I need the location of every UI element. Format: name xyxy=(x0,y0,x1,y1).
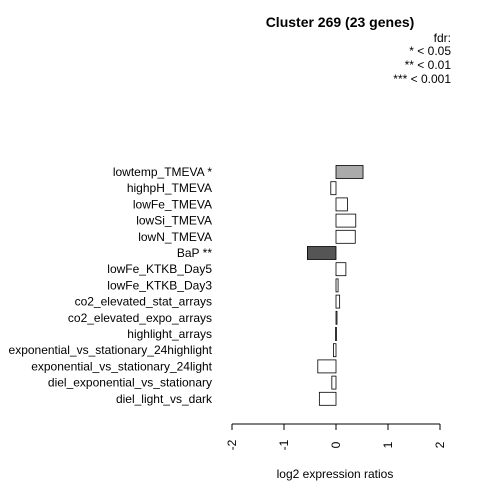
legend-entry-1: * < 0.05 xyxy=(409,44,451,58)
bar-6 xyxy=(335,262,347,277)
category-label-0: lowtemp_TMEVA * xyxy=(113,165,212,179)
bars-group xyxy=(306,165,364,406)
category-label-12: exponential_vs_stationary_24light xyxy=(31,359,212,373)
chart-title: Cluster 269 (23 genes) xyxy=(266,14,415,30)
bar-12 xyxy=(317,359,337,374)
category-label-11: exponential_vs_stationary_24highlight xyxy=(9,343,213,357)
category-label-1: highpH_TMEVA xyxy=(127,181,212,195)
x-tick-label-2: 0 xyxy=(329,441,343,448)
legend: fdr: * < 0.05 ** < 0.01 *** < 0.001 xyxy=(393,31,451,86)
x-tick-label-0: -2 xyxy=(225,439,239,450)
bar-4 xyxy=(335,229,356,244)
bar-14 xyxy=(318,391,337,406)
category-label-13: diel_exponential_vs_stationary xyxy=(48,376,212,390)
category-label-14: diel_light_vs_dark xyxy=(116,392,213,406)
category-label-6: lowFe_KTKB_Day5 xyxy=(107,262,212,276)
bar-5 xyxy=(306,246,337,260)
category-label-3: lowSi_TMEVA xyxy=(136,214,212,228)
bar-7 xyxy=(335,278,339,293)
bar-0 xyxy=(335,165,364,179)
bar-2 xyxy=(335,197,348,212)
category-label-8: co2_elevated_stat_arrays xyxy=(75,295,212,309)
x-tick-label-4: 2 xyxy=(433,441,447,448)
bar-3 xyxy=(335,213,357,228)
legend-title: fdr: xyxy=(434,31,451,45)
bar-13 xyxy=(331,375,337,390)
x-tick-label-1: -1 xyxy=(277,439,291,450)
bar-8 xyxy=(335,294,341,309)
legend-entry-3: *** < 0.001 xyxy=(393,72,451,86)
category-labels-group: lowtemp_TMEVA * highpH_TMEVA lowFe_TMEVAlo… xyxy=(9,165,213,406)
x-tick-label-3: 1 xyxy=(381,441,395,448)
category-label-9: co2_elevated_expo_arrays xyxy=(68,311,212,325)
category-label-4: lowN_TMEVA xyxy=(138,230,212,244)
bar-10 xyxy=(335,327,337,341)
category-label-5: BaP ** xyxy=(177,246,212,260)
legend-entry-2: ** < 0.01 xyxy=(405,58,452,72)
bar-1 xyxy=(330,181,337,196)
x-axis: -2 -1 0 1 2 xyxy=(225,423,447,450)
category-label-10: highlight_arrays xyxy=(127,327,212,341)
x-axis-label: log2 expression ratios xyxy=(277,467,394,481)
category-label-2: lowFe_TMEVA xyxy=(133,197,212,211)
bar-9 xyxy=(335,310,338,325)
bar-11 xyxy=(332,343,337,358)
category-label-7: lowFe_KTKB_Day3 xyxy=(107,278,212,292)
